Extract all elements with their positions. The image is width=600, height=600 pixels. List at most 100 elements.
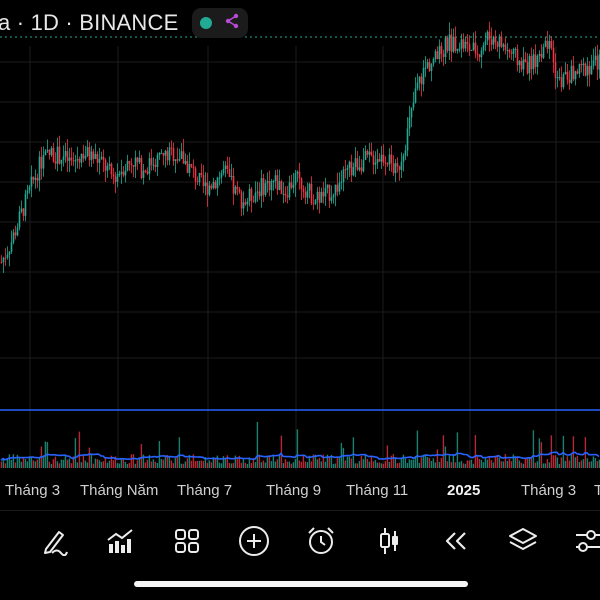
settings-button[interactable] bbox=[572, 525, 600, 557]
volume-bar bbox=[10, 459, 13, 468]
candle-body bbox=[184, 160, 187, 164]
volume-bar bbox=[278, 455, 281, 468]
volume-bar bbox=[374, 459, 377, 468]
volume-bar bbox=[560, 457, 563, 468]
status-pill[interactable] bbox=[192, 8, 249, 38]
volume-bar bbox=[270, 461, 273, 468]
volume-bar bbox=[574, 457, 577, 468]
volume-bar bbox=[60, 459, 63, 468]
volume-bar bbox=[472, 463, 475, 468]
indicators-button[interactable] bbox=[104, 525, 136, 557]
volume-bar bbox=[128, 463, 131, 468]
volume-bar bbox=[292, 462, 295, 468]
volume-bar bbox=[296, 429, 299, 468]
alarm-clock-icon bbox=[308, 527, 334, 554]
candle-body bbox=[542, 46, 545, 58]
volume-bar bbox=[150, 461, 153, 468]
volume-bar bbox=[548, 462, 551, 468]
time-axis[interactable]: Tháng 3 Tháng Năm Tháng 7 Tháng 9 Tháng … bbox=[0, 475, 600, 505]
volume-bar bbox=[284, 459, 287, 468]
candle-body bbox=[200, 172, 203, 176]
volume-bar bbox=[570, 454, 573, 468]
volume-bar bbox=[92, 463, 95, 468]
candle-body bbox=[366, 151, 369, 155]
volume-bar bbox=[176, 456, 179, 468]
candle-body bbox=[182, 151, 185, 164]
candle-body bbox=[166, 150, 169, 161]
volume-bar bbox=[430, 460, 433, 468]
templates-button[interactable] bbox=[171, 525, 203, 557]
candle-body bbox=[370, 151, 373, 156]
volume-bar bbox=[444, 446, 447, 468]
volume-bar bbox=[194, 461, 197, 468]
volume-bar bbox=[344, 460, 347, 468]
candle-body bbox=[236, 186, 239, 189]
candle-body bbox=[482, 44, 485, 51]
candle-body bbox=[548, 41, 551, 49]
draw-tool-button[interactable] bbox=[38, 525, 70, 557]
volume-bar bbox=[154, 461, 157, 468]
replay-button[interactable] bbox=[440, 525, 472, 557]
candle-body bbox=[510, 52, 513, 54]
candle-body bbox=[238, 188, 241, 193]
candle-body bbox=[148, 158, 151, 174]
candle-body bbox=[282, 193, 285, 195]
volume-bar bbox=[384, 461, 387, 468]
volume-bar bbox=[386, 445, 389, 468]
chart-type-button[interactable] bbox=[374, 525, 406, 557]
candle-body bbox=[398, 166, 401, 170]
candle-body bbox=[368, 151, 371, 155]
candle-body bbox=[342, 169, 345, 182]
candle-body bbox=[466, 41, 469, 44]
volume-bar bbox=[352, 437, 355, 468]
volume-bar bbox=[266, 456, 269, 468]
volume-bar bbox=[426, 457, 429, 468]
chart-canvas[interactable] bbox=[0, 0, 600, 475]
candle-body bbox=[40, 156, 43, 169]
volume-bar bbox=[126, 463, 129, 468]
volume-bar bbox=[2, 458, 5, 468]
candle-body bbox=[280, 181, 283, 194]
candle-body bbox=[272, 181, 275, 183]
volume-bar bbox=[362, 459, 365, 468]
candle-body bbox=[10, 242, 13, 252]
candle-body bbox=[132, 165, 135, 167]
volume-bar bbox=[174, 457, 177, 468]
volume-bar bbox=[504, 454, 507, 468]
volume-bar bbox=[390, 455, 393, 468]
candle-body bbox=[278, 181, 281, 190]
candle-body bbox=[104, 160, 107, 171]
volume-bar bbox=[170, 460, 173, 468]
volume-bar bbox=[474, 435, 477, 468]
layers-button[interactable] bbox=[507, 525, 539, 557]
volume-bar bbox=[106, 462, 109, 468]
candle-body bbox=[546, 40, 549, 49]
volume-bar bbox=[394, 458, 397, 468]
candle-body bbox=[474, 42, 477, 54]
price-chart[interactable]: a · 1D · BINANCE bbox=[0, 0, 600, 475]
volume-bar bbox=[144, 462, 147, 468]
candle-body bbox=[396, 163, 399, 167]
home-indicator[interactable] bbox=[134, 581, 468, 587]
volume-bar bbox=[108, 460, 111, 468]
candle-body bbox=[264, 183, 267, 195]
volume-bar bbox=[448, 454, 451, 468]
candle-body bbox=[102, 156, 105, 161]
candle-body bbox=[34, 177, 37, 180]
volume-bar bbox=[274, 461, 277, 468]
candle-body bbox=[434, 51, 437, 59]
symbol-label[interactable]: a · 1D · BINANCE bbox=[0, 10, 179, 35]
candle-body bbox=[144, 170, 147, 172]
candle-body bbox=[54, 161, 57, 164]
add-button[interactable] bbox=[238, 525, 270, 557]
candle-body bbox=[210, 185, 213, 189]
candle-body bbox=[494, 36, 497, 43]
alert-button[interactable] bbox=[305, 525, 337, 557]
volume-bar bbox=[228, 463, 231, 468]
candle-body bbox=[492, 36, 495, 45]
share-nodes-icon[interactable] bbox=[224, 13, 240, 34]
volume-bar bbox=[476, 455, 479, 468]
candle-body bbox=[80, 153, 83, 163]
candle-body bbox=[426, 62, 429, 68]
candle-body bbox=[158, 153, 161, 155]
